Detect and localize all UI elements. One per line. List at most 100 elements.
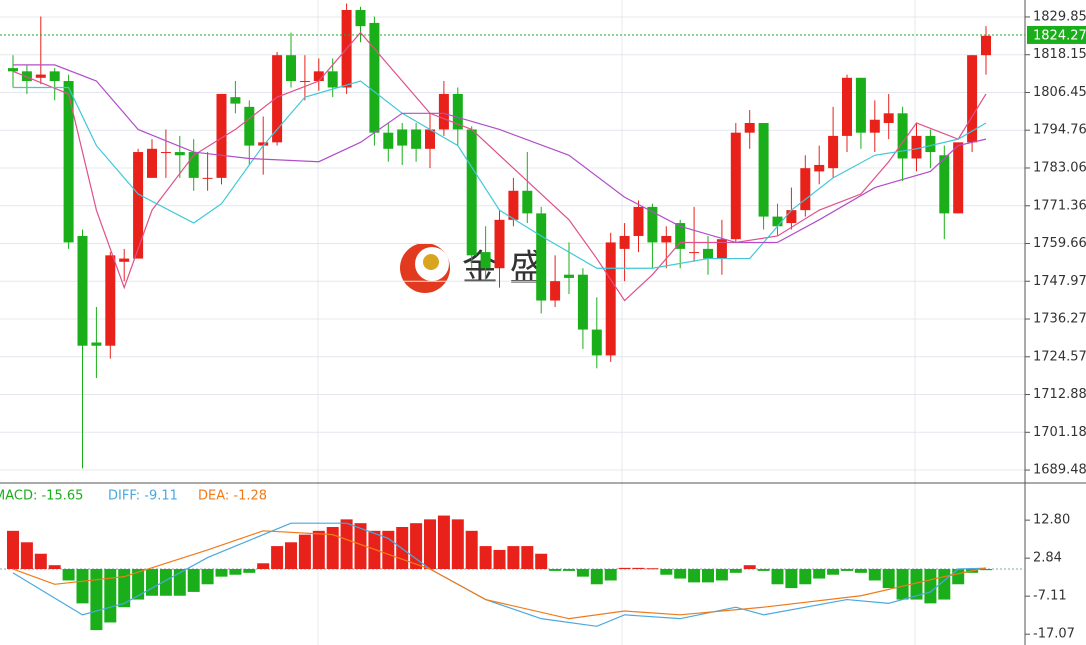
candle-body (35, 74, 46, 78)
macd-bar (868, 569, 881, 581)
candle-body (216, 93, 227, 178)
macd-bar (952, 569, 965, 585)
macd-bar (7, 530, 19, 570)
macd-bar (132, 569, 145, 600)
y-tick-label: 1759.66 (1033, 236, 1086, 251)
candle-body (925, 135, 936, 153)
logo (423, 254, 439, 270)
macd-bar (20, 542, 33, 570)
macd-bar (326, 527, 339, 570)
y-tick-label: 1724.57 (1033, 349, 1086, 364)
macd-bar (827, 569, 840, 575)
candle-body (939, 155, 950, 214)
macd-bar (76, 569, 89, 604)
candle-body (689, 252, 700, 254)
ma-line (12, 522, 987, 627)
candle-body (49, 71, 60, 82)
candle-body (202, 177, 213, 179)
candle-body (564, 274, 574, 278)
macd-bar (771, 569, 784, 585)
candle-body (63, 81, 74, 243)
macd-bar (688, 569, 701, 583)
candle-body (855, 77, 866, 133)
candle-body (675, 223, 686, 249)
candle-body (981, 35, 991, 56)
macd-bar (896, 569, 909, 600)
ma-line (12, 530, 987, 620)
macd-bar (465, 530, 478, 570)
candle-body (480, 252, 491, 269)
candle-body (814, 164, 825, 172)
macd-bar (715, 569, 728, 581)
candle-body (147, 148, 157, 178)
macd-bar (882, 569, 895, 589)
macd-bar (298, 534, 311, 570)
y-tick-label: 1747.97 (1033, 274, 1086, 289)
macd-bar (90, 569, 103, 631)
candle-body (438, 93, 449, 130)
candle-body (536, 213, 547, 301)
candle-body (800, 168, 811, 211)
y-tick-label: 1736.27 (1033, 312, 1086, 327)
candle-body (828, 135, 839, 169)
candle-body (258, 142, 269, 146)
macd-bar (743, 565, 756, 570)
macd-bar (271, 546, 284, 570)
candle-body (842, 77, 852, 136)
macd-bar (980, 569, 992, 571)
candle-body (633, 206, 644, 236)
candle-body (313, 71, 324, 82)
candle-body (619, 235, 630, 249)
candle-body (133, 152, 144, 259)
macd-bar (646, 568, 659, 570)
macd-bar (799, 569, 812, 585)
macd-bar (340, 519, 353, 570)
macd-bar (34, 553, 47, 570)
macd-bar (507, 546, 520, 570)
candle-body (911, 135, 922, 159)
candle-body (397, 129, 408, 146)
macd-bar (229, 569, 242, 575)
candle-body (466, 129, 477, 256)
macd-bar (410, 523, 423, 570)
macd-bar (48, 565, 61, 570)
candle-body (383, 132, 394, 149)
macd-bar (104, 569, 117, 623)
dea-label: DEA: -1.28 (198, 489, 267, 504)
candle-body (105, 255, 116, 346)
candle-body (716, 239, 727, 259)
macd-bar (159, 569, 172, 596)
candle-body (494, 219, 505, 269)
macd-bar (910, 569, 923, 600)
macd-bar (187, 569, 200, 592)
macd-bar (924, 569, 937, 604)
y-tick-label: 1712.88 (1033, 387, 1086, 402)
macd-bar (451, 519, 464, 570)
candle-body (369, 22, 380, 133)
candle-body (508, 190, 519, 220)
candle-body (591, 329, 602, 356)
candle-body (21, 71, 32, 82)
candle-body (703, 248, 713, 259)
candle-body (425, 129, 435, 149)
y-tick-label: 1806.45 (1033, 85, 1086, 100)
candle-body (953, 142, 964, 214)
macd-bar (549, 569, 562, 571)
candle-body (550, 281, 561, 301)
macd-bar (173, 569, 186, 596)
candle-body (786, 210, 797, 224)
macd-bar (841, 569, 853, 571)
macd-bar (674, 569, 687, 579)
candle-body (160, 152, 171, 154)
macd-bar (479, 546, 492, 570)
macd-bar (813, 569, 826, 579)
macd-bar (201, 569, 214, 585)
diff-label: DIFF: -9.11 (108, 489, 178, 504)
candle-body (897, 113, 908, 159)
y-tick-label: 1783.06 (1033, 160, 1086, 175)
macd-bar (729, 569, 742, 573)
macd-bar (702, 569, 714, 583)
candle-body (299, 81, 310, 83)
